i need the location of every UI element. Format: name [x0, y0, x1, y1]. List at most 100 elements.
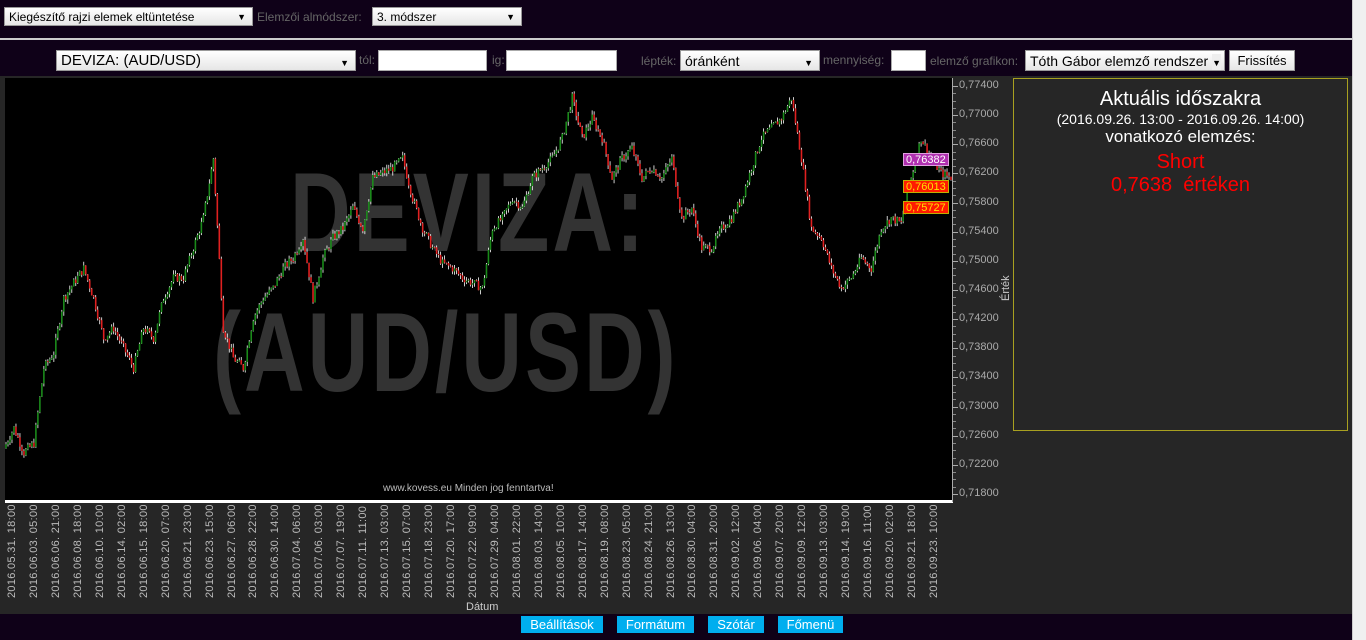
dictionary-button[interactable]: Szótár	[708, 616, 764, 633]
candle-body	[178, 275, 181, 282]
format-button[interactable]: Formátum	[617, 616, 694, 633]
candle-body	[236, 360, 239, 362]
candle-body	[700, 237, 703, 251]
x-tick-label: 2016.07.29. 04:00	[488, 504, 501, 598]
x-tick-label: 2016.06.15. 18:00	[137, 504, 150, 598]
candle-body	[391, 167, 394, 172]
x-tick-label: 2016.09.16. 11:00	[862, 505, 875, 598]
candle-body	[549, 156, 552, 163]
candle-body	[571, 93, 574, 110]
candle-body	[298, 249, 300, 254]
candle-body	[334, 233, 336, 239]
candle-body	[491, 230, 494, 240]
candle-body	[455, 268, 458, 271]
candle-body	[573, 93, 575, 103]
candle-body	[525, 194, 528, 201]
candle-body	[322, 257, 324, 270]
candle-body	[874, 250, 877, 261]
candle-body	[699, 236, 701, 238]
candle-body	[840, 287, 843, 289]
y-minor-tick	[953, 209, 956, 211]
candle-body	[782, 112, 785, 121]
candle-body	[465, 280, 468, 283]
candle-body	[411, 194, 414, 202]
main-menu-button[interactable]: Főmenü	[778, 616, 843, 633]
vertical-scrollbar[interactable]	[1352, 0, 1366, 640]
candle-body	[385, 168, 388, 174]
candle-body	[43, 368, 45, 384]
candle-body	[708, 245, 711, 253]
candle-body	[511, 201, 514, 204]
candle-body	[846, 279, 849, 285]
candle-body	[850, 278, 853, 280]
candle-body	[802, 162, 805, 170]
candle-body	[228, 338, 231, 349]
settings-button[interactable]: Beállítások	[521, 616, 603, 633]
to-date-input[interactable]	[506, 50, 617, 71]
chart-area: DEVIZA: (AUD/USD) www.kovess.eu Minden j…	[0, 76, 1352, 614]
candle-body	[942, 169, 944, 178]
quantity-input[interactable]	[891, 50, 926, 71]
y-minor-tick	[953, 384, 956, 386]
candle-body	[94, 297, 97, 310]
candle-body	[639, 163, 641, 174]
y-minor-tick	[953, 107, 956, 109]
candle-body	[272, 285, 274, 289]
candle-body	[320, 269, 322, 278]
candle-body	[214, 158, 217, 194]
candle-body	[714, 235, 717, 247]
candle-body	[57, 328, 59, 338]
candle-body	[577, 116, 579, 123]
submethod-select[interactable]: 3. módszer ▼	[372, 7, 522, 26]
y-tick	[953, 260, 958, 262]
candle-body	[900, 220, 902, 222]
candle-body	[443, 259, 446, 263]
candle-body	[59, 324, 61, 329]
candle-body	[842, 287, 845, 290]
drawing-elements-select[interactable]: Kiegészítő rajzi elemek eltüntetése ▼	[4, 7, 253, 26]
candle-body	[479, 287, 482, 291]
scale-select[interactable]: óránként ▼	[680, 50, 820, 71]
candle-body	[693, 207, 695, 214]
candle-body	[364, 219, 366, 232]
price-marker: 0,75727	[903, 200, 949, 214]
instrument-select[interactable]: DEVIZA: (AUD/USD) ▼	[56, 50, 356, 71]
candle-body	[280, 276, 282, 278]
candle-body	[7, 442, 9, 445]
candle-body	[362, 226, 364, 232]
candle-body	[503, 210, 506, 214]
candle-body	[160, 302, 163, 313]
candle-body	[495, 228, 498, 230]
candle-body	[290, 258, 292, 261]
candle-body	[90, 288, 93, 296]
candle-body	[270, 288, 272, 290]
candle-body	[609, 165, 611, 173]
y-minor-tick	[953, 188, 956, 189]
candle-body	[663, 173, 665, 178]
candle-body	[611, 172, 613, 180]
refresh-button[interactable]: Frissítés	[1229, 50, 1295, 71]
candle-body	[898, 217, 900, 221]
candle-body	[886, 220, 889, 227]
candle-body	[389, 167, 392, 171]
y-minor-tick	[953, 268, 956, 270]
candle-body	[553, 154, 556, 156]
candle-body	[336, 231, 338, 239]
from-date-input[interactable]	[378, 50, 487, 71]
candle-body	[555, 150, 558, 155]
candle-body	[395, 161, 398, 163]
candle-body	[326, 248, 328, 251]
y-tick-label: 0,73400	[959, 370, 999, 383]
candle-body	[786, 106, 789, 112]
candle-body	[342, 226, 344, 230]
candle-body	[800, 149, 803, 163]
y-tick	[953, 144, 958, 146]
candle-body	[754, 151, 757, 166]
candle-body	[649, 171, 651, 173]
candle-body	[134, 355, 137, 373]
candle-body	[116, 332, 119, 337]
candle-body	[706, 245, 709, 247]
analysis-title: Aktuális időszakra	[1099, 88, 1262, 110]
x-tick-label: 2016.08.26. 13:00	[664, 504, 677, 598]
chart-type-select[interactable]: Tóth Gábor elemző rendszer ▼	[1025, 50, 1225, 71]
